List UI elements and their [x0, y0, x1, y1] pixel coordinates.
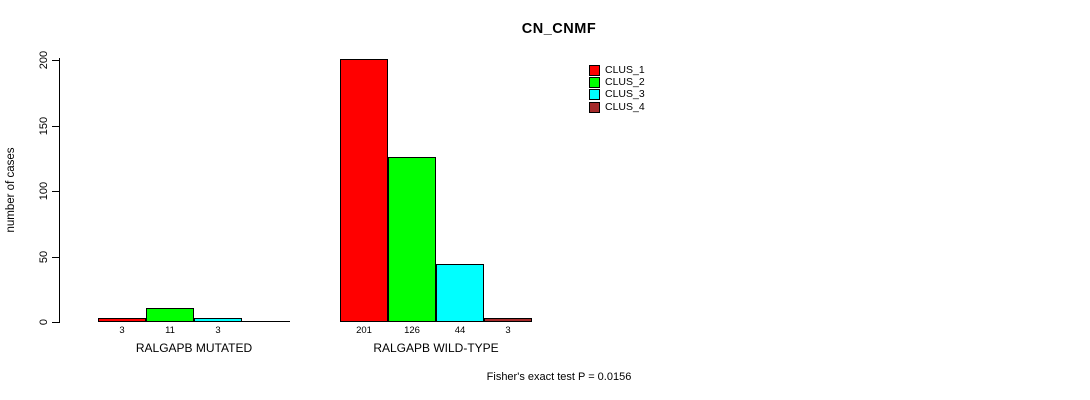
- bar-value-label: 201: [356, 325, 372, 336]
- chart-title: CN_CNMF: [521, 21, 597, 37]
- bar-clus_2-group1: [146, 308, 194, 322]
- bar-clus_1-group1: [98, 318, 146, 322]
- legend-item-clus_1: CLUS_1: [589, 64, 645, 76]
- legend-item-clus_4: CLUS_4: [589, 101, 645, 113]
- legend-item-clus_3: CLUS_3: [589, 89, 645, 101]
- y-axis-label: number of cases: [5, 147, 17, 233]
- y-axis-line: [59, 58, 60, 323]
- legend-swatch-clus_3: [589, 89, 600, 101]
- legend-label: CLUS_2: [605, 75, 645, 88]
- bar-clus_1-group2: [340, 59, 388, 322]
- y-tick-label: 150: [38, 116, 50, 135]
- bar-clus_4-group1-zero: [242, 321, 290, 322]
- y-tick: [52, 60, 59, 61]
- bar-value-label: 3: [215, 325, 221, 336]
- bar-value-label: 44: [454, 325, 466, 336]
- y-tick: [52, 322, 59, 323]
- group-label-wildtype: RALGAPB WILD-TYPE: [373, 341, 499, 355]
- y-tick-label: 200: [38, 50, 50, 70]
- legend-label: CLUS_4: [605, 100, 645, 113]
- legend-item-clus_2: CLUS_2: [589, 76, 645, 88]
- bar-clus_2-group2: [388, 157, 436, 322]
- y-tick: [52, 191, 59, 192]
- y-tick: [52, 256, 59, 258]
- bar-value-label: 3: [505, 325, 511, 336]
- y-tick-label: 0: [38, 318, 50, 326]
- y-tick: [52, 125, 59, 127]
- legend: CLUS_1 CLUS_2 CLUS_3 CLUS_4: [589, 64, 645, 113]
- bar-value-label: 3: [119, 325, 125, 336]
- legend-swatch-clus_2: [589, 76, 600, 88]
- fisher-test-annotation: Fisher's exact test P = 0.0156: [486, 371, 632, 383]
- y-tick-label: 100: [38, 181, 50, 201]
- group-label-mutated: RALGAPB MUTATED: [135, 341, 253, 355]
- bar-value-label: 11: [165, 325, 175, 336]
- legend-label: CLUS_3: [605, 88, 645, 101]
- bar-clus_3-group2: [436, 264, 484, 322]
- legend-swatch-clus_1: [589, 64, 600, 76]
- bar-value-label: 126: [404, 325, 420, 336]
- y-tick-label: 50: [38, 250, 50, 263]
- legend-swatch-clus_4: [589, 101, 600, 113]
- bar-clus_3-group1: [194, 318, 242, 322]
- legend-label: CLUS_1: [605, 63, 645, 76]
- bar-clus_4-group2: [484, 318, 532, 322]
